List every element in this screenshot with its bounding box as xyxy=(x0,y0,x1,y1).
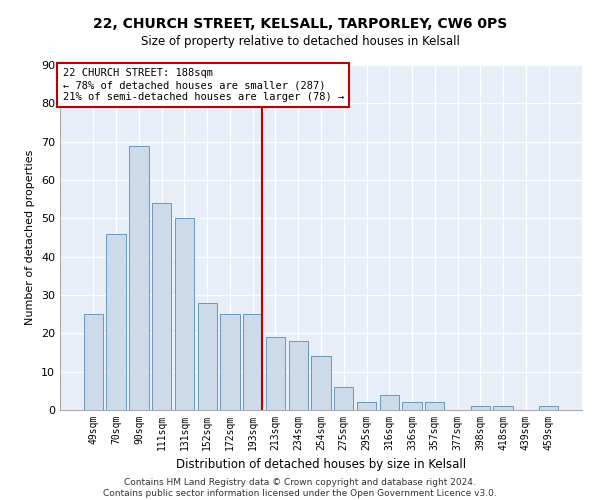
Bar xyxy=(152,203,172,410)
X-axis label: Distribution of detached houses by size in Kelsall: Distribution of detached houses by size … xyxy=(176,458,466,471)
Bar xyxy=(493,406,513,410)
Bar xyxy=(220,314,239,410)
Text: Size of property relative to detached houses in Kelsall: Size of property relative to detached ho… xyxy=(140,35,460,48)
Bar xyxy=(289,341,308,410)
Bar xyxy=(106,234,126,410)
Text: Contains HM Land Registry data © Crown copyright and database right 2024.
Contai: Contains HM Land Registry data © Crown c… xyxy=(103,478,497,498)
Bar xyxy=(403,402,422,410)
Bar xyxy=(380,394,399,410)
Bar xyxy=(334,387,353,410)
Bar xyxy=(357,402,376,410)
Bar xyxy=(311,356,331,410)
Bar xyxy=(539,406,558,410)
Text: 22, CHURCH STREET, KELSALL, TARPORLEY, CW6 0PS: 22, CHURCH STREET, KELSALL, TARPORLEY, C… xyxy=(93,18,507,32)
Text: 22 CHURCH STREET: 188sqm
← 78% of detached houses are smaller (287)
21% of semi-: 22 CHURCH STREET: 188sqm ← 78% of detach… xyxy=(62,68,344,102)
Bar xyxy=(243,314,262,410)
Bar xyxy=(175,218,194,410)
Bar xyxy=(266,337,285,410)
Y-axis label: Number of detached properties: Number of detached properties xyxy=(25,150,35,325)
Bar xyxy=(129,146,149,410)
Bar xyxy=(84,314,103,410)
Bar xyxy=(197,302,217,410)
Bar xyxy=(470,406,490,410)
Bar xyxy=(425,402,445,410)
